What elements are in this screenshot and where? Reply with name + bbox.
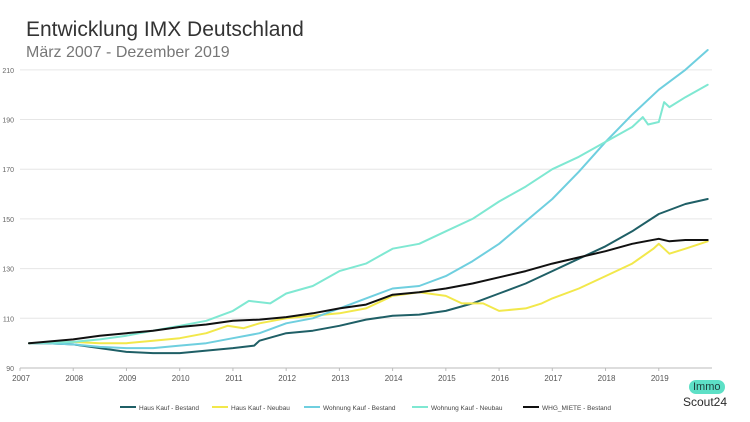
x-tick-label: 2015	[438, 374, 456, 383]
x-tick-label: 2007	[12, 374, 30, 383]
gridlines	[20, 69, 712, 369]
x-tick-label: 2012	[278, 374, 296, 383]
legend-label: WHG_MIETE - Bestand	[542, 405, 611, 412]
series-line	[28, 198, 709, 355]
x-tick-label: 2016	[491, 374, 509, 383]
immoscout24-logo: Immo Scout24	[683, 380, 733, 412]
series-lines	[28, 49, 709, 355]
logo-text-top: Immo	[689, 380, 725, 394]
series-line	[28, 49, 709, 350]
series-line	[28, 237, 709, 345]
series-line	[28, 240, 709, 345]
chart-subtitle: März 2007 - Dezember 2019	[26, 44, 230, 61]
y-tick-label: 90	[6, 366, 14, 373]
logo-text-bottom: Scout24	[683, 395, 728, 409]
x-tick-label: 2019	[651, 374, 669, 383]
chart-title: Entwicklung IMX Deutschland	[26, 18, 304, 41]
y-tick-label: 210	[2, 68, 14, 75]
y-tick-label: 170	[2, 167, 14, 174]
x-tick-label: 2013	[331, 374, 349, 383]
y-tick-label: 150	[2, 217, 14, 224]
x-tick-label: 2009	[119, 374, 137, 383]
series-line	[28, 83, 709, 345]
y-tick-label: 190	[2, 118, 14, 125]
legend-label: Haus Kauf - Bestand	[139, 405, 199, 412]
legend-label: Wohnung Kauf - Bestand	[323, 405, 396, 412]
x-tick-label: 2010	[172, 374, 190, 383]
axes: 90 110 130 150 170 190 210 2007 2008 2009 2010 2011…	[2, 68, 712, 383]
y-tick-label: 130	[2, 267, 14, 274]
x-tick-label: 2018	[598, 374, 616, 383]
legend-label: Haus Kauf - Neubau	[231, 405, 290, 412]
x-tick-label: 2008	[65, 374, 83, 383]
legend: Haus Kauf - Bestand Haus Kauf - Neubau Woh…	[120, 405, 611, 412]
x-tick-label: 2017	[544, 374, 562, 383]
y-tick-label: 110	[3, 316, 14, 323]
x-tick-label: 2014	[385, 374, 403, 383]
legend-label: Wohnung Kauf - Neubau	[431, 405, 503, 412]
x-tick-label: 2011	[225, 374, 243, 383]
